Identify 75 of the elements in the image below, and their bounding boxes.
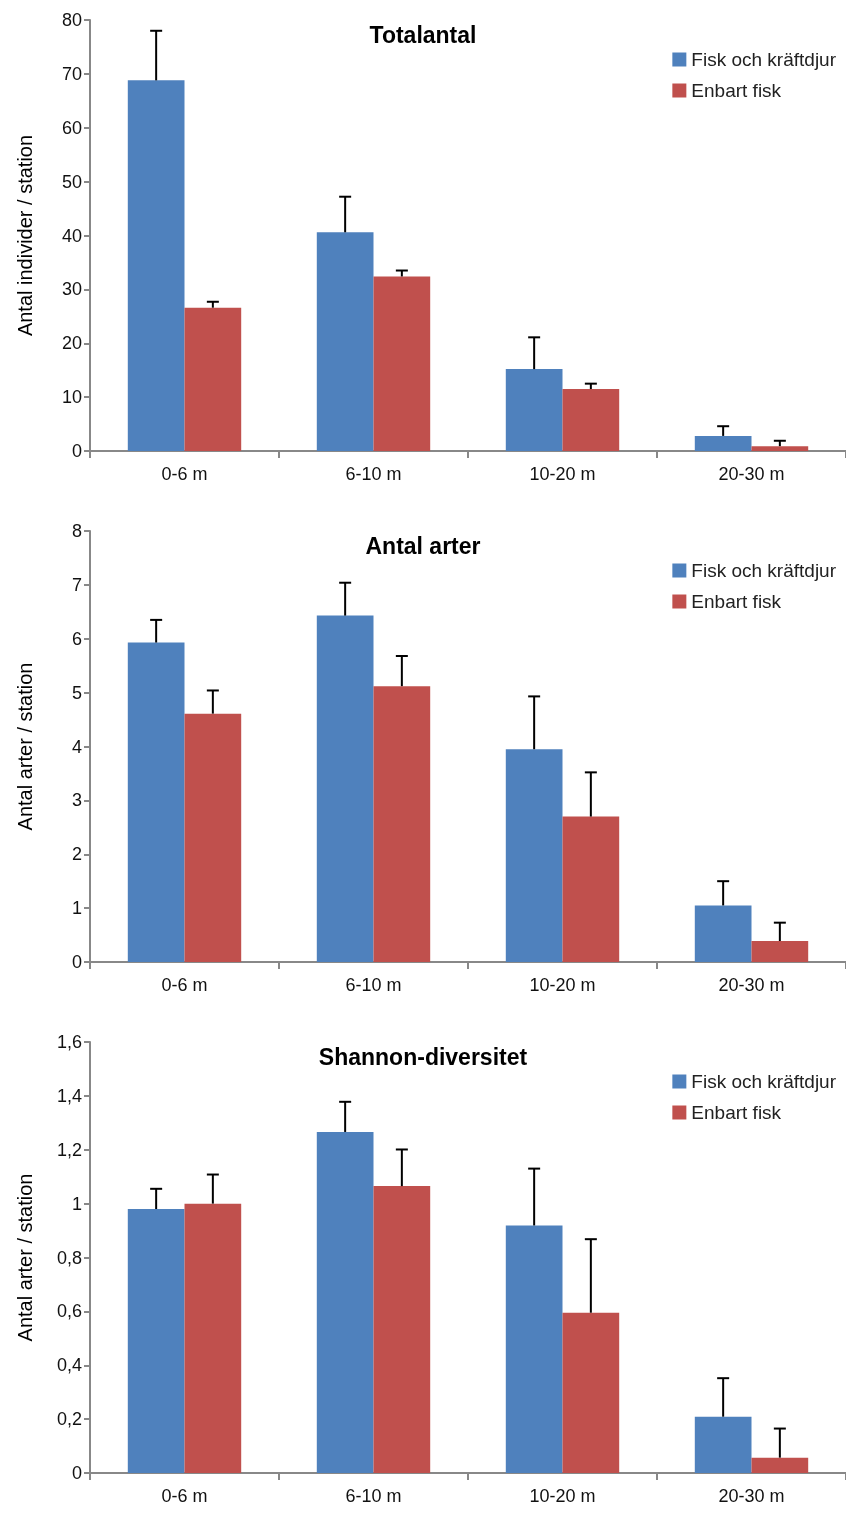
x-tick-label: 10-20 m (529, 975, 596, 995)
bar (184, 1203, 242, 1473)
y-tick-label: 0,4 (56, 1355, 82, 1376)
legend-label: Enbart fisk (691, 591, 782, 612)
bar (751, 940, 809, 962)
bar (694, 1416, 752, 1473)
y-tick-label: 1,6 (56, 1032, 82, 1052)
bar (505, 749, 563, 962)
bar (694, 435, 752, 451)
bar (127, 642, 185, 962)
y-tick-label: 40 (61, 225, 82, 246)
y-tick-label: 20 (61, 333, 82, 354)
y-tick-label: 8 (71, 521, 82, 541)
y-tick-label: 60 (61, 117, 82, 138)
y-tick-label: 6 (71, 628, 82, 649)
x-tick-label: 0-6 m (161, 464, 208, 484)
bar (562, 389, 620, 451)
bar (127, 80, 185, 451)
y-tick-label: 3 (71, 790, 82, 811)
bar (184, 713, 242, 962)
bar (562, 816, 620, 962)
legend-label: Enbart fisk (691, 80, 782, 101)
x-tick-label: 20-30 m (718, 1486, 785, 1506)
y-axis-title: Antal arter / station (14, 662, 36, 831)
x-tick-label: 6-10 m (345, 464, 402, 484)
chart-title: Totalantal (369, 21, 477, 48)
x-tick-label: 6-10 m (345, 1486, 402, 1506)
y-tick-label: 50 (61, 171, 82, 192)
legend-label: Fisk och kräftdjur (691, 1071, 837, 1092)
bar (373, 686, 431, 962)
bar (373, 276, 431, 451)
x-tick-label: 0-6 m (161, 1486, 208, 1506)
y-tick-label: 5 (71, 682, 82, 703)
y-tick-label: 0,2 (56, 1409, 82, 1430)
x-tick-label: 10-20 m (529, 464, 596, 484)
y-tick-label: 0 (71, 952, 82, 972)
x-tick-label: 10-20 m (529, 1486, 596, 1506)
bar (184, 307, 242, 451)
y-tick-label: 0,8 (56, 1247, 82, 1268)
bar (751, 446, 809, 451)
chart-title: Antal arter (365, 532, 481, 559)
bar (316, 1131, 374, 1473)
bar (316, 232, 374, 451)
y-tick-label: 10 (61, 387, 82, 408)
y-tick-label: 7 (71, 574, 82, 595)
bar (316, 615, 374, 962)
y-tick-label: 0 (71, 441, 82, 461)
bar (562, 1312, 620, 1473)
x-tick-label: 0-6 m (161, 975, 208, 995)
y-tick-label: 2 (71, 844, 82, 865)
y-tick-label: 1,4 (56, 1085, 82, 1106)
y-axis-title: Antal arter / station (14, 1173, 36, 1342)
bar (373, 1186, 431, 1473)
y-tick-label: 1 (71, 1193, 82, 1214)
x-tick-label: 20-30 m (718, 464, 785, 484)
y-tick-label: 1,2 (56, 1139, 82, 1160)
bar (127, 1209, 185, 1473)
legend-label: Fisk och kräftdjur (691, 560, 837, 581)
y-tick-label: 1 (71, 898, 82, 919)
bar (505, 1225, 563, 1473)
legend-label: Fisk och kräftdjur (691, 49, 837, 70)
y-tick-label: 30 (61, 279, 82, 300)
bar (505, 369, 563, 451)
legend-label: Enbart fisk (691, 1102, 782, 1123)
chart-title: Shannon-diversitet (318, 1043, 528, 1070)
x-tick-label: 20-30 m (718, 975, 785, 995)
bar (751, 1457, 809, 1473)
y-tick-label: 70 (61, 63, 82, 84)
y-axis-title: Antal individer / station (14, 134, 36, 337)
y-tick-label: 0 (71, 1463, 82, 1483)
y-tick-label: 80 (61, 10, 82, 30)
x-tick-label: 6-10 m (345, 975, 402, 995)
y-tick-label: 4 (71, 736, 82, 757)
bar (694, 905, 752, 962)
y-tick-label: 0,6 (56, 1301, 82, 1322)
